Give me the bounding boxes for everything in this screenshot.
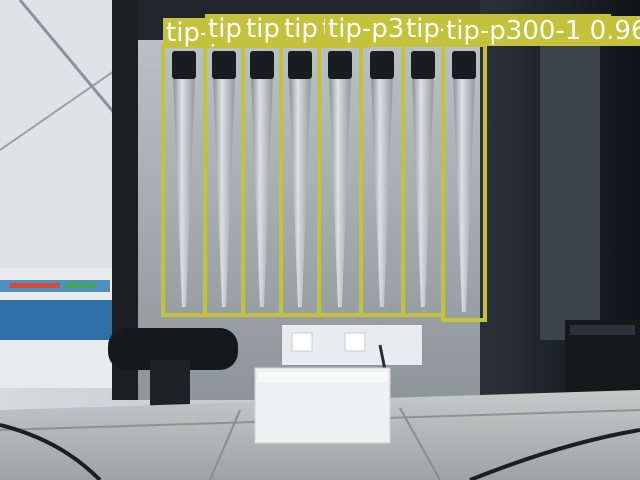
- tip-collar: [370, 51, 394, 79]
- tip-collar: [452, 51, 476, 79]
- pipette-tip: [289, 75, 311, 307]
- camera-mount: [108, 328, 238, 370]
- tip-collar: [411, 51, 435, 79]
- pipette-tips: [172, 51, 476, 312]
- pipette-tip: [371, 75, 393, 307]
- tip-collar: [212, 51, 236, 79]
- tip-collar: [328, 51, 352, 79]
- pipette-tip: [412, 75, 434, 307]
- pipette-tip: [251, 75, 273, 307]
- pipette-tip: [329, 75, 351, 307]
- tip-collar: [172, 51, 196, 79]
- detection-label: tip-p300-1 0.96: [443, 16, 640, 46]
- pipette-tip: [213, 75, 235, 307]
- pipette-tip: [453, 75, 475, 312]
- tip-collar: [250, 51, 274, 79]
- pipette-tip: [173, 75, 195, 307]
- detection-boxes: [161, 43, 487, 322]
- tip-collar: [288, 51, 312, 79]
